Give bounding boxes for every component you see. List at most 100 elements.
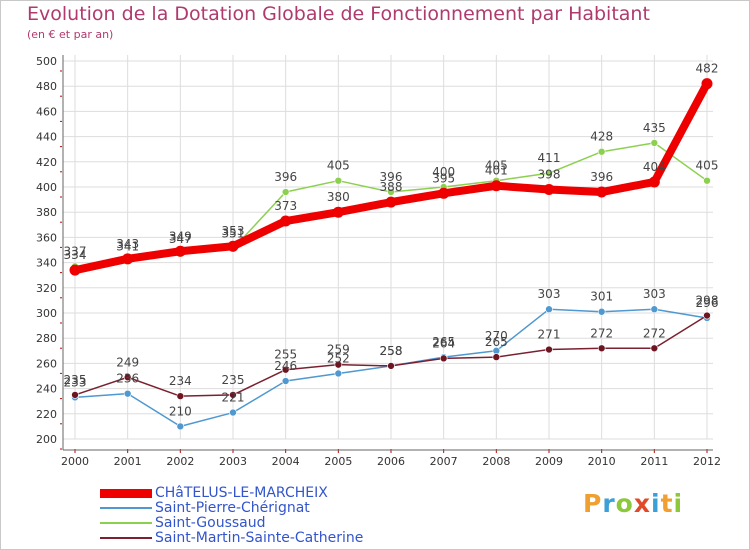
data-label-1: 258 [380,344,403,358]
data-label-2: 405 [327,159,350,173]
data-label-1: 249 [116,355,139,369]
legend-swatch-saint-goussaud [100,522,152,524]
series-point-3 [490,180,502,192]
data-label-1: 265 [485,335,508,349]
data-label-3: 343 [116,237,139,251]
data-label-2: 411 [538,151,561,165]
data-label-3: 396 [590,170,613,184]
data-label-2: 435 [643,121,666,135]
data-label-2: 341 [116,239,139,253]
series-point-1 [650,344,659,353]
data-label-1: 235 [64,373,87,387]
data-label-2: 337 [64,244,87,258]
data-label-2: 396 [380,170,403,184]
series-point-1 [71,391,79,399]
x-tick-label: 2002 [166,455,194,468]
series-point-1 [176,392,185,400]
series-point-3 [332,206,344,218]
logo-letter: r [602,489,616,518]
series-point-2 [387,188,395,196]
series-point-1 [229,391,237,399]
data-label-3: 380 [327,190,350,204]
y-tick-label: 500 [36,55,57,68]
data-label-0: 301 [590,290,613,304]
data-label-2: 405 [696,159,719,173]
series-point-1 [281,365,290,374]
series-point-3 [543,184,555,196]
data-label-0: 303 [538,287,561,301]
x-tick-label: 2005 [324,455,352,468]
y-tick-label: 460 [36,105,57,118]
series-point-3 [648,176,660,188]
y-tick-label: 260 [36,357,57,370]
series-point-1 [545,345,553,354]
data-label-0: 252 [327,351,350,365]
series-point-2 [334,176,343,185]
x-tick-label: 2007 [430,455,458,468]
series-point-1 [597,344,606,353]
logo-letter: P [583,489,603,518]
logo-letter: i [651,489,661,518]
y-tick-label: 340 [36,257,57,270]
series-point-3 [227,240,239,252]
legend-label-saint-goussaud: Saint-Goussaud [155,515,266,531]
data-label-0: 221 [222,391,245,405]
data-label-2: 428 [590,130,613,144]
series-point-3 [701,78,713,90]
logo-letter: x [633,489,651,518]
axes: 200 220 240 260 280 300 320 340 360 380 400 420 440 4… [36,55,721,468]
logo-letter: t [660,489,674,518]
data-label-0: 270 [485,329,508,343]
grid-lines [63,55,713,440]
chart-title: Evolution de la Dotation Globale de Fonc… [27,3,650,25]
legend-label-saint-martin: Saint-Martin-Sainte-Catherine [155,530,364,546]
x-tick-label: 2006 [377,455,405,468]
data-label-0: 258 [380,344,403,358]
data-label-2: 400 [432,165,455,179]
data-label-1: 271 [538,328,561,342]
data-label-0: 236 [116,372,139,386]
logo-letter: i [673,489,684,518]
y-tick-label: 420 [36,156,57,169]
data-label-1: 259 [327,343,350,357]
data-label-2: 396 [274,170,297,184]
y-tick-label: 280 [36,332,57,345]
data-label-0: 246 [274,359,297,373]
y-tick-label: 200 [36,433,57,446]
data-label-1: 298 [696,294,719,308]
legend-item-saint-goussaud: Saint-Goussaud [100,515,266,531]
series-point-1 [492,353,501,361]
series-point-2 [703,176,711,185]
y-tick-label: 300 [36,307,57,320]
series-point-3 [122,253,134,265]
x-tick-label: 2003 [219,455,247,468]
y-tick-label: 400 [36,181,57,194]
series-point-1 [387,362,395,370]
y-tick-label: 480 [36,80,57,93]
data-label-3: 353 [222,224,245,238]
data-label-0: 233 [64,375,87,389]
data-label-3: 401 [485,164,508,178]
x-tick-label: 2010 [588,455,616,468]
logo-letter: o [615,489,634,518]
data-label-2: 405 [485,159,508,173]
y-tick-label: 360 [36,231,57,244]
data-label-3: 404 [643,160,666,174]
data-label-3: 395 [432,171,455,185]
data-label-1: 235 [222,373,245,387]
series-point-0 [281,377,290,385]
data-label-3: 373 [274,199,297,213]
data-label-0: 303 [643,287,666,301]
data-label-0: 296 [696,296,719,310]
legend-label-saint-pierre: Saint-Pierre-Chérignat [155,500,310,516]
x-tick-label: 2004 [272,455,300,468]
series-point-3 [596,186,608,198]
proxiti-logo: Proxiti [583,489,683,518]
data-label-2: 351 [222,227,245,241]
data-label-1: 272 [643,326,666,340]
data-label-1: 264 [432,336,455,350]
data-label-1: 234 [169,374,192,388]
series-point-2 [545,169,553,177]
